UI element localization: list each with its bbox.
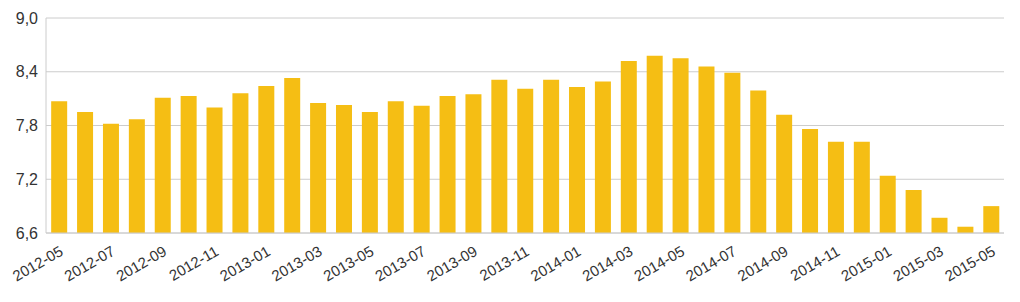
svg-text:2012-05: 2012-05 (10, 242, 66, 284)
svg-text:2014-09: 2014-09 (735, 242, 791, 284)
svg-text:2014-05: 2014-05 (631, 242, 687, 284)
svg-text:2014-11: 2014-11 (787, 242, 842, 284)
svg-text:2013-11: 2013-11 (477, 242, 532, 284)
svg-text:2014-01: 2014-01 (527, 242, 583, 284)
svg-text:2013-09: 2013-09 (424, 242, 480, 284)
svg-text:8,4: 8,4 (16, 63, 38, 80)
svg-text:2013-07: 2013-07 (372, 242, 428, 284)
svg-text:7,2: 7,2 (16, 171, 38, 188)
svg-text:2014-03: 2014-03 (579, 242, 635, 284)
svg-text:2013-03: 2013-03 (269, 242, 325, 284)
svg-text:6,6: 6,6 (16, 225, 38, 242)
svg-text:2013-01: 2013-01 (217, 242, 273, 284)
svg-text:2014-07: 2014-07 (683, 242, 739, 284)
svg-text:2012-07: 2012-07 (61, 242, 117, 284)
svg-text:2012-11: 2012-11 (166, 242, 221, 284)
svg-text:7,8: 7,8 (16, 117, 38, 134)
svg-text:9,0: 9,0 (16, 10, 38, 27)
svg-text:2015-03: 2015-03 (890, 242, 946, 284)
svg-text:2012-09: 2012-09 (113, 242, 169, 284)
svg-text:2013-05: 2013-05 (320, 242, 376, 284)
svg-text:2015-01: 2015-01 (838, 242, 894, 284)
svg-text:2015-05: 2015-05 (942, 242, 998, 284)
